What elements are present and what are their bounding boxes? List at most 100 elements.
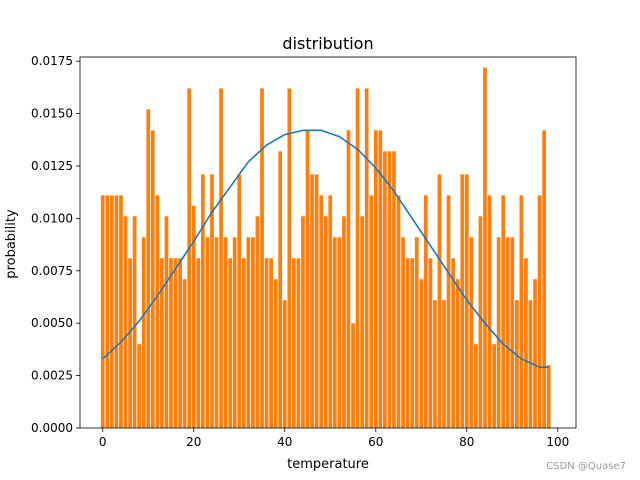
bar — [410, 258, 415, 428]
bar — [228, 258, 233, 428]
bar — [314, 174, 319, 428]
bar — [251, 237, 255, 428]
bar — [423, 195, 428, 428]
bar — [373, 130, 378, 429]
bar — [478, 216, 483, 428]
bar — [514, 300, 519, 428]
bar — [364, 88, 369, 428]
y-tick-label: 0.0125 — [31, 159, 73, 173]
bar — [524, 258, 528, 428]
bar — [332, 237, 337, 428]
bar — [105, 195, 110, 428]
bar — [487, 195, 492, 428]
bar — [474, 344, 478, 428]
bar — [396, 195, 401, 428]
bar — [460, 174, 465, 428]
y-tick-label: 0.0150 — [31, 107, 73, 121]
bar — [273, 279, 278, 428]
bar — [401, 237, 405, 428]
bar — [310, 174, 314, 428]
bar — [542, 130, 547, 429]
x-tick-label: 20 — [186, 435, 201, 449]
bar — [269, 258, 273, 428]
bar — [451, 258, 455, 428]
bar — [337, 237, 342, 428]
y-tick-label: 0.0100 — [31, 211, 73, 225]
axes — [79, 56, 577, 429]
bar — [237, 174, 242, 428]
bar — [546, 365, 551, 428]
bar — [123, 216, 128, 428]
bar — [419, 279, 424, 428]
bar — [241, 258, 246, 428]
curve-series — [102, 129, 549, 369]
bar — [323, 216, 328, 428]
bar — [387, 151, 392, 428]
bar — [137, 344, 142, 428]
curve-line — [102, 129, 549, 369]
bar — [155, 195, 160, 428]
bar — [528, 300, 533, 428]
bar — [510, 237, 515, 428]
bar — [292, 258, 296, 428]
bar — [328, 195, 333, 428]
bar — [433, 300, 437, 428]
bar — [355, 88, 360, 428]
watermark-text: CSDN @Quase7 — [546, 461, 626, 472]
x-tick-label: 60 — [368, 435, 383, 449]
bar — [346, 130, 351, 429]
bar — [505, 237, 510, 428]
bar — [150, 130, 155, 429]
bar — [278, 151, 283, 428]
x-axis-label: temperature — [287, 457, 369, 472]
bar — [164, 216, 169, 428]
bar — [496, 237, 501, 428]
bar — [342, 216, 346, 428]
bar — [282, 300, 287, 428]
bar — [428, 258, 433, 428]
bar — [383, 151, 387, 428]
x-axis-ticks: 0 20 40 60 80 100 — [99, 428, 569, 449]
bar — [214, 237, 219, 428]
bar — [483, 67, 487, 428]
bar — [351, 323, 355, 428]
bar — [114, 195, 119, 428]
bar — [296, 258, 301, 428]
bar — [169, 258, 173, 428]
x-tick-label: 80 — [459, 435, 474, 449]
bar — [492, 344, 496, 428]
bar — [469, 237, 474, 428]
bar — [119, 195, 123, 428]
bar — [264, 258, 269, 428]
y-tick-label: 0.0025 — [31, 369, 73, 383]
y-axis-label: probability — [4, 209, 19, 279]
bar — [141, 237, 146, 428]
bar — [537, 195, 542, 428]
bar — [437, 174, 442, 428]
bar — [501, 195, 506, 428]
bar — [160, 258, 164, 428]
bar — [319, 195, 324, 428]
bar — [173, 258, 178, 428]
bar — [369, 195, 374, 428]
bar — [178, 258, 182, 428]
bar — [196, 258, 201, 428]
bar — [414, 237, 419, 428]
x-tick-label: 40 — [277, 435, 292, 449]
bar — [442, 300, 446, 428]
bar — [223, 237, 228, 428]
bar — [255, 216, 260, 428]
bar — [187, 88, 192, 428]
bar — [392, 151, 396, 428]
y-tick-label: 0.0000 — [31, 421, 73, 435]
bar — [455, 279, 460, 428]
x-tick-label: 100 — [546, 435, 569, 449]
bar — [182, 279, 187, 428]
bar — [109, 195, 114, 428]
bar — [260, 88, 264, 428]
bar — [446, 195, 451, 428]
y-tick-label: 0.0175 — [31, 54, 73, 68]
bar — [201, 174, 205, 428]
bar — [287, 88, 292, 428]
bar — [533, 279, 537, 428]
